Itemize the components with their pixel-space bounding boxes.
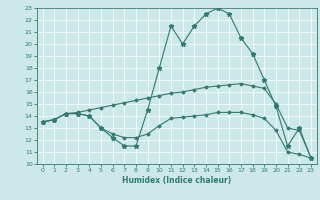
X-axis label: Humidex (Indice chaleur): Humidex (Indice chaleur) [122,176,231,185]
